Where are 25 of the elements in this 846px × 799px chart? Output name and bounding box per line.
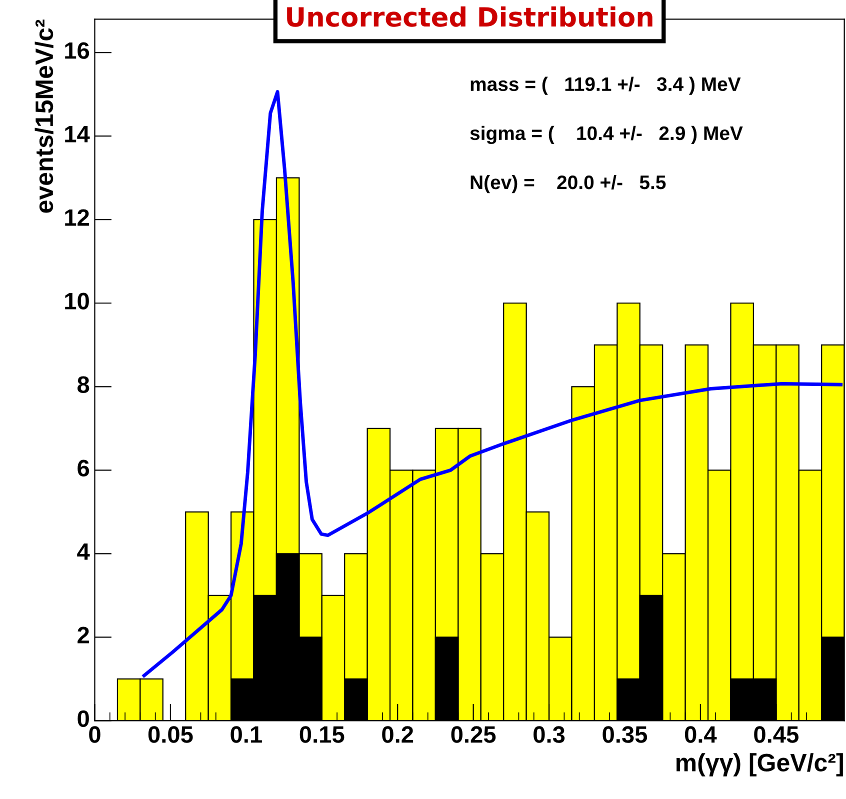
x-tick-label: 0.4 (684, 726, 717, 743)
y-tick-label: 6 (78, 460, 90, 476)
x-tick-label: 0.05 (148, 726, 193, 743)
x-tick-label: 0.45 (754, 726, 798, 743)
chart-title: Uncorrected Distribution (287, 6, 652, 27)
y-tick-label: 8 (78, 376, 90, 393)
annotation: sigma = ( 10.4 +/- 2.9 ) MeV (470, 126, 743, 144)
annotation: mass = ( 119.1 +/- 3.4 ) MeV (470, 76, 741, 95)
x-tick-label: 0.1 (230, 726, 262, 743)
y-axis-title: events/15MeV/c² (34, 20, 54, 213)
x-tick-label: 0.35 (602, 726, 648, 743)
y-tick-label: 4 (77, 544, 90, 560)
y-tick-label: 10 (65, 292, 89, 310)
x-tick-label: 0.25 (451, 726, 496, 743)
y-tick-label: 0 (78, 710, 89, 728)
y-tick-label: 16 (65, 42, 90, 59)
y-tick-label: 14 (65, 126, 90, 142)
x-tick-label: 0.2 (382, 726, 414, 743)
annotation: N(ev) = 20.0 +/- 5.5 (470, 174, 666, 194)
y-tick-label: 2 (78, 626, 89, 644)
x-tick-label: 0 (89, 726, 100, 743)
x-tick-label: 0.15 (300, 726, 344, 743)
y-tick-label: 12 (65, 209, 89, 226)
x-axis-title: m(γγ) [GeV/c²] (676, 753, 843, 776)
x-tick-label: 0.3 (534, 726, 565, 743)
